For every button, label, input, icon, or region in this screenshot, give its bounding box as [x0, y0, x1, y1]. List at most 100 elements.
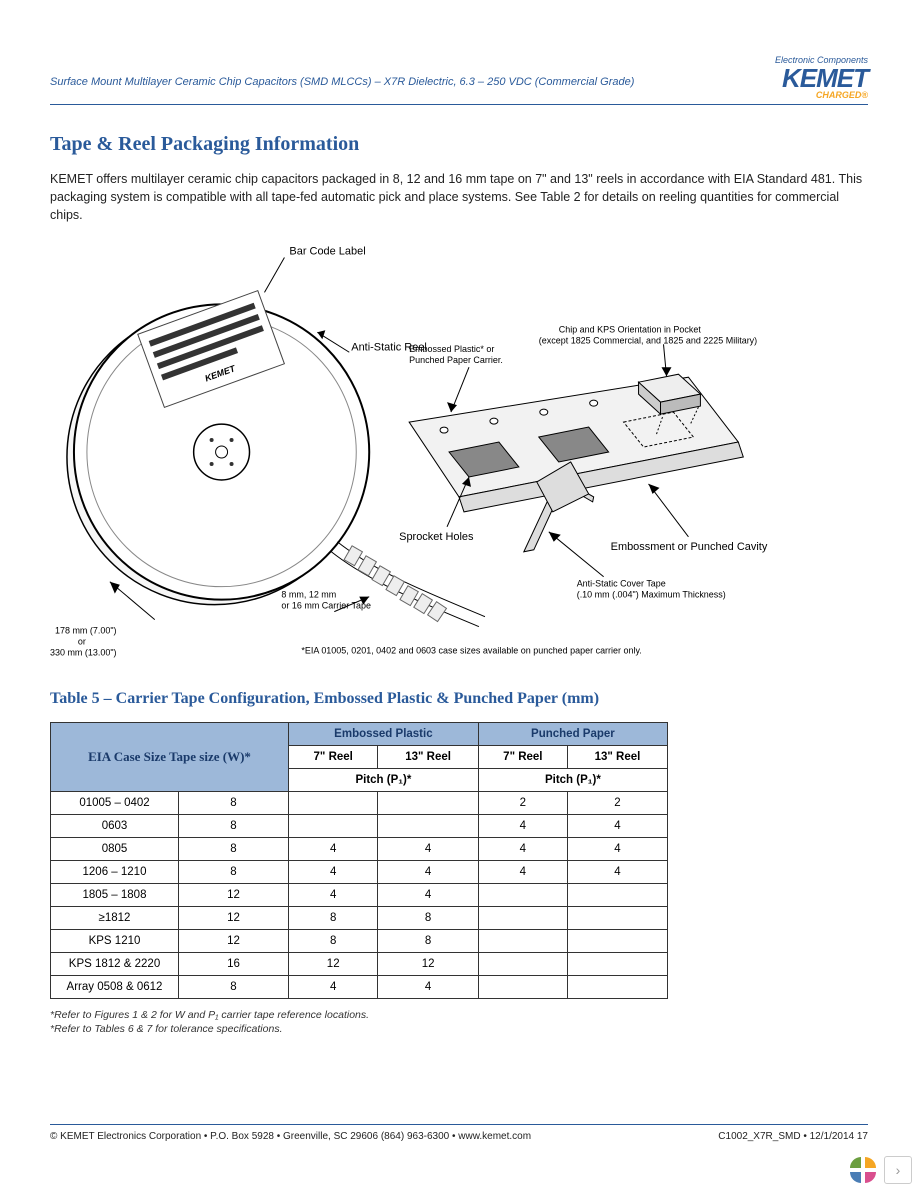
- doc-subtitle: Surface Mount Multilayer Ceramic Chip Ca…: [50, 76, 634, 88]
- table5-title: Table 5 – Carrier Tape Configuration, Em…: [50, 690, 868, 708]
- footnote-1: *Refer to Figures 1 & 2 for W and P₁ car…: [50, 1009, 868, 1021]
- table-cell: [567, 884, 667, 907]
- table-cell: KPS 1812 & 2220: [51, 953, 179, 976]
- table-cell: 4: [378, 976, 478, 999]
- table-row: Array 0508 & 0612844: [51, 976, 668, 999]
- table-cell: [378, 792, 478, 815]
- table-cell: 12: [179, 907, 289, 930]
- table-cell: 01005 – 0402: [51, 792, 179, 815]
- table-cell: [567, 907, 667, 930]
- table-cell: 4: [289, 838, 378, 861]
- label-reel-dim: 178 mm (7.00") or 330 mm (13.00"): [50, 626, 119, 658]
- label-barcode: Bar Code Label: [289, 246, 365, 258]
- table-cell: 8: [378, 930, 478, 953]
- table-cell: KPS 1210: [51, 930, 179, 953]
- table-cell: 16: [179, 953, 289, 976]
- table-cell: [567, 953, 667, 976]
- table-row: 1206 – 121084444: [51, 861, 668, 884]
- table-cell: Array 0508 & 0612: [51, 976, 179, 999]
- label-eia-note: *EIA 01005, 0201, 0402 and 0603 case siz…: [301, 646, 641, 656]
- table-cell: 0603: [51, 815, 179, 838]
- kemet-logo: Electronic Components KEMET CHARGED®: [775, 56, 868, 100]
- table-cell: 4: [478, 861, 567, 884]
- label-sprocket: Sprocket Holes: [399, 531, 474, 543]
- footer-right: C1002_X7R_SMD • 12/1/2014 17: [718, 1131, 868, 1142]
- table-cell: 4: [567, 861, 667, 884]
- table-cell: 4: [289, 861, 378, 884]
- table-cell: 4: [567, 815, 667, 838]
- page: Surface Mount Multilayer Ceramic Chip Ca…: [0, 0, 918, 1188]
- table-cell: 8: [179, 792, 289, 815]
- table5: EIA Case Size Tape size (W)* Embossed Pl…: [50, 722, 668, 999]
- label-tape-size: 8 mm, 12 mm or 16 mm Carrier Tape: [281, 590, 371, 611]
- th-pitch-p: Pitch (P₁)*: [478, 769, 667, 792]
- table-cell: 8: [179, 815, 289, 838]
- table-cell: 2: [567, 792, 667, 815]
- reel-diagram: KEMET: [50, 242, 868, 672]
- th-p13: 13" Reel: [567, 746, 667, 769]
- table-cell: [378, 815, 478, 838]
- pinwheel-icon[interactable]: [850, 1157, 876, 1183]
- table-cell: 8: [179, 838, 289, 861]
- table-cell: 4: [478, 838, 567, 861]
- th-embossed: Embossed Plastic: [289, 723, 479, 746]
- table-cell: [567, 930, 667, 953]
- table-row: 01005 – 04028 22: [51, 792, 668, 815]
- th-e7: 7" Reel: [289, 746, 378, 769]
- table-cell: 4: [378, 884, 478, 907]
- table-cell: 8: [289, 907, 378, 930]
- table-row: 06038 44: [51, 815, 668, 838]
- table-cell: 12: [378, 953, 478, 976]
- table-cell: 8: [289, 930, 378, 953]
- label-cover-tape: Anti-Static Cover Tape (.10 mm (.004") M…: [577, 579, 726, 600]
- table-cell: ≥1812: [51, 907, 179, 930]
- viewer-widget: ›: [844, 1152, 918, 1188]
- table-cell: [478, 976, 567, 999]
- table-cell: 0805: [51, 838, 179, 861]
- table-cell: 1206 – 1210: [51, 861, 179, 884]
- table-cell: 4: [478, 815, 567, 838]
- label-emboss-cavity: Embossment or Punched Cavity: [611, 541, 768, 553]
- footnote-2: *Refer to Tables 6 & 7 for tolerance spe…: [50, 1023, 868, 1035]
- chevron-right-icon: ›: [896, 1162, 901, 1178]
- table-cell: 1805 – 1808: [51, 884, 179, 907]
- table-cell: [289, 815, 378, 838]
- footer-left: © KEMET Electronics Corporation • P.O. B…: [50, 1131, 531, 1142]
- table-cell: [289, 792, 378, 815]
- table-row: ≥18121288: [51, 907, 668, 930]
- section-body: KEMET offers multilayer ceramic chip cap…: [50, 170, 868, 224]
- label-carrier: Embossed Plastic* or Punched Paper Carri…: [409, 345, 503, 366]
- table-cell: [478, 907, 567, 930]
- table-cell: 12: [289, 953, 378, 976]
- th-pitch-e: Pitch (P₁)*: [289, 769, 479, 792]
- table-cell: 4: [378, 861, 478, 884]
- th-punched: Punched Paper: [478, 723, 667, 746]
- table-cell: 12: [179, 930, 289, 953]
- table-cell: 4: [289, 884, 378, 907]
- table-cell: 4: [567, 838, 667, 861]
- th-e13: 13" Reel: [378, 746, 478, 769]
- table-cell: [478, 953, 567, 976]
- table-row: KPS 12101288: [51, 930, 668, 953]
- table-cell: 8: [179, 861, 289, 884]
- table-cell: 8: [378, 907, 478, 930]
- page-footer: © KEMET Electronics Corporation • P.O. B…: [50, 1124, 868, 1142]
- table-cell: 4: [378, 838, 478, 861]
- label-chip-orient: Chip and KPS Orientation in Pocket (exce…: [539, 325, 757, 346]
- table-row: KPS 1812 & 2220161212: [51, 953, 668, 976]
- table-cell: 4: [289, 976, 378, 999]
- table-cell: 8: [179, 976, 289, 999]
- table-row: 1805 – 18081244: [51, 884, 668, 907]
- table-row: 080584444: [51, 838, 668, 861]
- table-cell: [567, 976, 667, 999]
- next-page-button[interactable]: ›: [884, 1156, 912, 1184]
- table-cell: [478, 884, 567, 907]
- th-case-tape: EIA Case Size Tape size (W)*: [51, 723, 289, 792]
- th-p7: 7" Reel: [478, 746, 567, 769]
- page-header: Surface Mount Multilayer Ceramic Chip Ca…: [50, 56, 868, 105]
- logo-brand: KEMET: [775, 65, 868, 91]
- table-cell: 2: [478, 792, 567, 815]
- section-title: Tape & Reel Packaging Information: [50, 133, 868, 156]
- table-cell: 12: [179, 884, 289, 907]
- table-cell: [478, 930, 567, 953]
